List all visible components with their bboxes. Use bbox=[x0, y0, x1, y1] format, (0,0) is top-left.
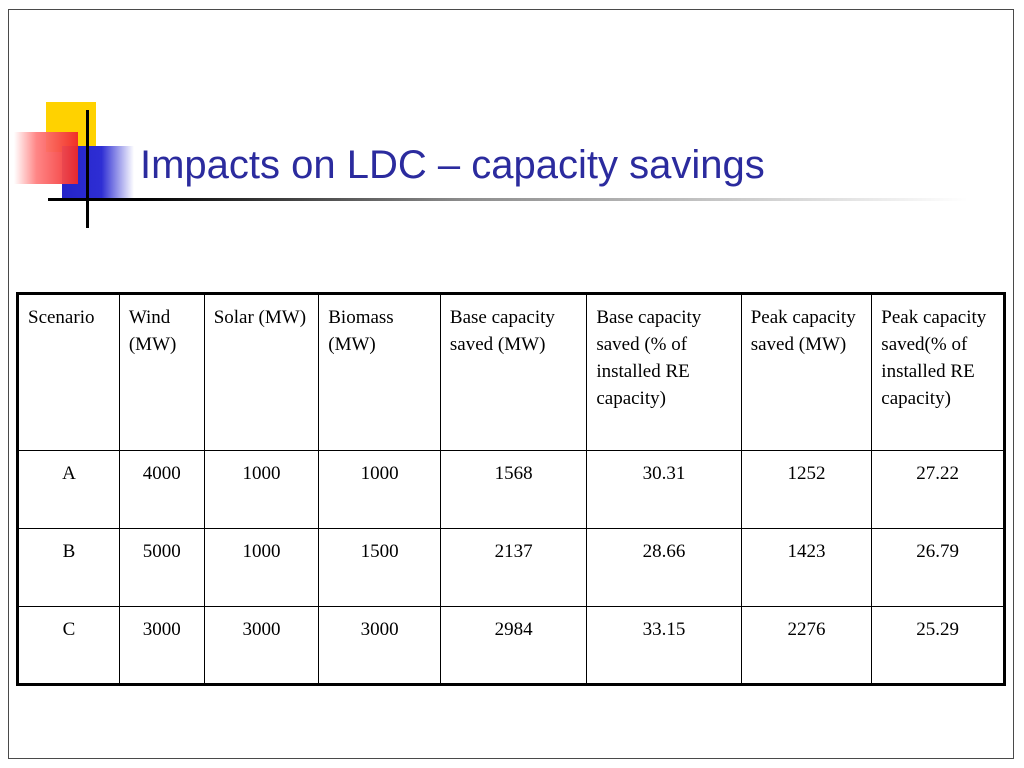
header-biomass: Biomass (MW) bbox=[318, 293, 441, 451]
cell-base-capacity-pct: 33.15 bbox=[586, 606, 742, 685]
cell-wind: 4000 bbox=[118, 450, 205, 529]
cell-biomass: 3000 bbox=[318, 606, 441, 685]
slide-frame bbox=[8, 9, 1014, 759]
header-wind: Wind (MW) bbox=[118, 293, 205, 451]
header-scenario: Scenario bbox=[17, 293, 120, 451]
cell-peak-capacity-pct: 25.29 bbox=[871, 606, 1005, 685]
cell-peak-capacity-pct: 27.22 bbox=[871, 450, 1005, 529]
cell-scenario: A bbox=[17, 450, 120, 529]
cell-base-capacity-pct: 30.31 bbox=[586, 450, 742, 529]
cell-biomass: 1500 bbox=[318, 528, 441, 607]
header-base-capacity-mw: Base capacity saved (MW) bbox=[439, 293, 588, 451]
logo-red-square-icon bbox=[14, 132, 78, 184]
header-base-capacity-pct: Base capacity saved (% of installed RE c… bbox=[586, 293, 742, 451]
cell-solar: 1000 bbox=[203, 450, 320, 529]
slide-title: Impacts on LDC – capacity savings bbox=[140, 143, 765, 187]
cell-biomass: 1000 bbox=[318, 450, 441, 529]
cell-peak-capacity-mw: 1423 bbox=[740, 528, 873, 607]
header-peak-capacity-pct: Peak capacity saved(% of installed RE ca… bbox=[871, 293, 1005, 451]
cell-solar: 1000 bbox=[203, 528, 320, 607]
capacity-savings-table: Scenario Wind (MW) Solar (MW) Biomass (M… bbox=[16, 292, 1006, 686]
table-header-row: Scenario Wind (MW) Solar (MW) Biomass (M… bbox=[17, 293, 1005, 451]
cell-wind: 3000 bbox=[118, 606, 205, 685]
table-row: C 3000 3000 3000 2984 33.15 2276 25.29 bbox=[17, 606, 1005, 685]
cell-scenario: B bbox=[17, 528, 120, 607]
cell-peak-capacity-pct: 26.79 bbox=[871, 528, 1005, 607]
cell-scenario: C bbox=[17, 606, 120, 685]
cell-peak-capacity-mw: 1252 bbox=[740, 450, 873, 529]
cell-base-capacity-mw: 2137 bbox=[439, 528, 588, 607]
header-solar: Solar (MW) bbox=[203, 293, 320, 451]
cell-base-capacity-mw: 2984 bbox=[439, 606, 588, 685]
cell-base-capacity-mw: 1568 bbox=[439, 450, 588, 529]
title-underline-rule bbox=[48, 198, 968, 201]
cell-solar: 3000 bbox=[203, 606, 320, 685]
cell-wind: 5000 bbox=[118, 528, 205, 607]
table-row: B 5000 1000 1500 2137 28.66 1423 26.79 bbox=[17, 528, 1005, 607]
cell-base-capacity-pct: 28.66 bbox=[586, 528, 742, 607]
logo-vertical-rule bbox=[86, 110, 89, 228]
table-row: A 4000 1000 1000 1568 30.31 1252 27.22 bbox=[17, 450, 1005, 529]
cell-peak-capacity-mw: 2276 bbox=[740, 606, 873, 685]
header-peak-capacity-mw: Peak capacity saved (MW) bbox=[740, 293, 873, 451]
